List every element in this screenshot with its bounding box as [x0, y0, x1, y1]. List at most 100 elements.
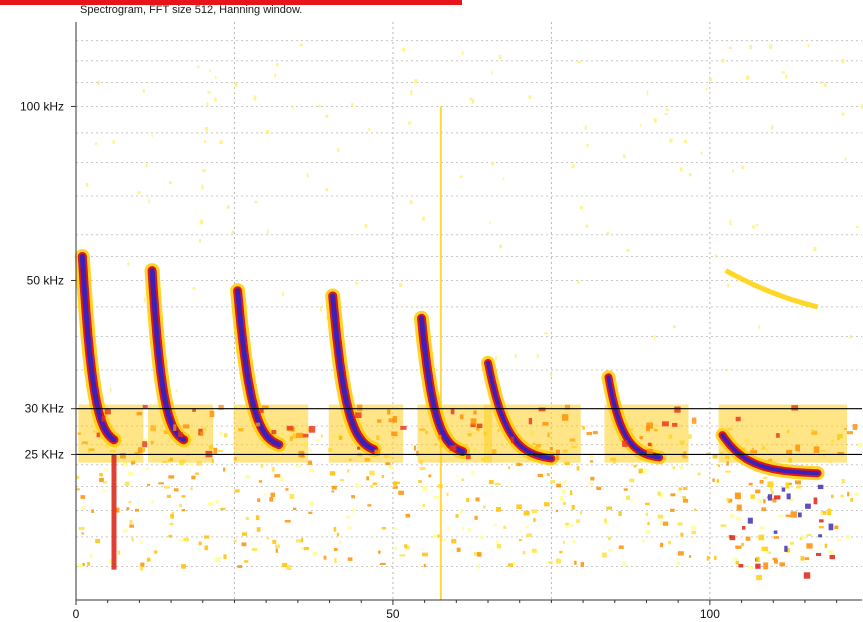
noise-speckle — [204, 545, 209, 551]
noise-speckle — [90, 553, 93, 558]
noise-speckle — [846, 534, 851, 540]
noise-speckle — [178, 504, 182, 508]
noise-speckle — [414, 79, 418, 84]
noise-speckle — [677, 551, 684, 556]
clutter-blob — [786, 493, 791, 500]
clutter-blob — [761, 546, 769, 552]
noise-speckle — [592, 431, 598, 435]
noise-speckle — [274, 73, 277, 78]
noise-speckle — [546, 473, 550, 477]
noise-speckle — [215, 500, 220, 504]
noise-speckle — [564, 461, 571, 466]
noise-speckle — [140, 562, 145, 568]
noise-speckle — [690, 526, 697, 531]
noise-speckle — [183, 537, 190, 542]
noise-speckle — [491, 71, 493, 75]
clutter-blob — [827, 508, 832, 516]
call-8-blotch — [852, 423, 858, 430]
noise-speckle — [781, 71, 785, 74]
noise-speckle — [256, 527, 261, 532]
noise-speckle — [772, 557, 778, 561]
noise-speckle — [643, 468, 648, 474]
noise-speckle — [364, 224, 368, 229]
noise-speckle — [813, 246, 817, 252]
noise-speckle — [234, 82, 238, 87]
call-3-blotch — [296, 432, 304, 438]
noise-speckle — [372, 482, 378, 486]
noise-speckle — [320, 306, 322, 312]
noise-speckle — [806, 533, 812, 536]
clutter-blob — [819, 519, 824, 523]
noise-speckle — [299, 43, 303, 47]
call-2-blotch — [213, 447, 218, 454]
noise-speckle — [502, 177, 505, 180]
call-7-blotch — [646, 422, 654, 429]
noise-speckle — [178, 539, 184, 542]
noise-speckle — [526, 533, 532, 538]
noise-speckle — [81, 506, 86, 510]
noise-speckle — [531, 509, 538, 514]
noise-speckle — [142, 89, 145, 93]
noise-speckle — [683, 140, 688, 143]
call-8-blotch — [750, 450, 758, 454]
call-2-blotch — [199, 431, 204, 436]
noise-speckle — [633, 464, 637, 468]
noise-speckle — [214, 557, 221, 563]
noise-speckle — [849, 335, 852, 339]
noise-speckle — [771, 125, 774, 130]
call-4-blotch — [357, 446, 361, 450]
clutter-blob — [818, 534, 823, 538]
noise-speckle — [499, 244, 503, 249]
noise-speckle — [190, 487, 193, 491]
noise-speckle — [585, 224, 589, 228]
noise-speckle — [559, 550, 563, 554]
clutter-blob — [773, 559, 778, 564]
noise-speckle — [461, 526, 464, 531]
noise-speckle — [254, 200, 258, 204]
noise-speckle — [646, 90, 649, 96]
noise-speckle — [607, 549, 613, 552]
clutter-blob — [803, 572, 811, 579]
call-5-blotch — [470, 423, 476, 428]
noise-speckle — [207, 90, 211, 94]
call-4-core — [330, 293, 377, 452]
noise-speckle — [474, 515, 478, 520]
noise-speckle — [218, 449, 223, 452]
noise-speckle — [565, 522, 569, 526]
noise-speckle — [508, 466, 511, 469]
background-noise — [76, 43, 863, 600]
noise-speckle — [339, 540, 342, 544]
noise-speckle — [116, 507, 120, 513]
noise-speckle — [355, 282, 359, 285]
noise-speckle — [131, 537, 134, 542]
noise-speckle — [622, 561, 627, 566]
noise-speckle — [682, 496, 687, 499]
noise-speckle — [778, 514, 784, 518]
call-3-blotch — [271, 429, 277, 435]
noise-speckle — [314, 438, 320, 441]
noise-speckle — [145, 164, 148, 168]
clutter-blob — [738, 564, 744, 568]
noise-speckle — [629, 478, 635, 483]
noise-speckle — [446, 492, 449, 497]
noise-speckle — [117, 550, 121, 555]
noise-speckle — [104, 468, 107, 471]
noise-speckle — [96, 80, 100, 86]
noise-speckle — [789, 541, 794, 545]
noise-speckle — [181, 509, 186, 512]
call-3-blotch — [286, 425, 294, 431]
noise-speckle — [275, 544, 281, 549]
noise-speckle — [857, 442, 863, 448]
noise-speckle — [819, 81, 822, 84]
clutter-blob — [828, 523, 834, 531]
noise-speckle — [219, 140, 223, 145]
noise-speckle — [147, 483, 151, 486]
noise-speckle — [850, 497, 854, 502]
noise-speckle — [198, 238, 202, 243]
noise-speckle — [258, 480, 263, 483]
noise-speckle — [665, 108, 669, 111]
noise-speckle — [523, 510, 530, 516]
noise-speckle — [148, 199, 150, 204]
noise-speckle — [726, 497, 730, 502]
noise-speckle — [127, 262, 130, 266]
